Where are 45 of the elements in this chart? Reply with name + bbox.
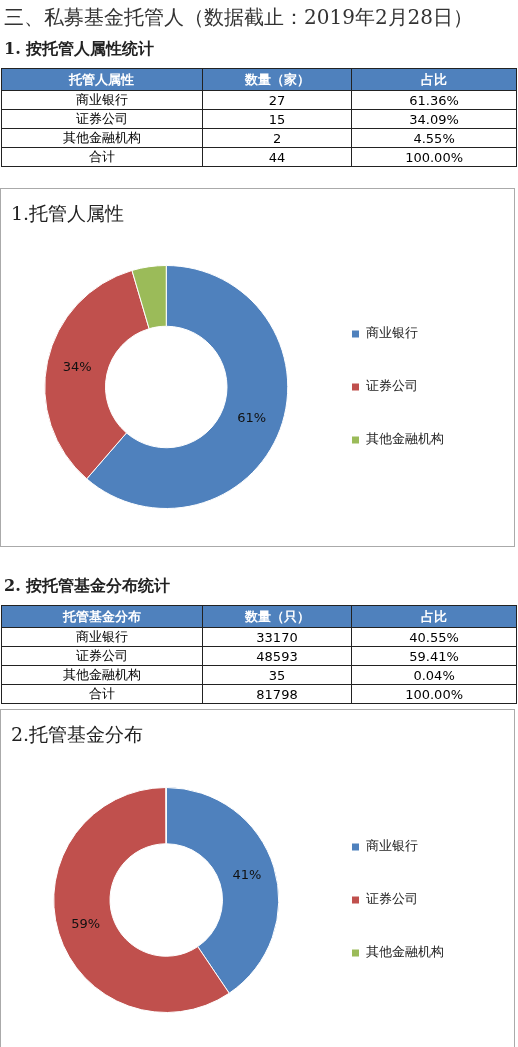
legend-label: 其他金融机构 bbox=[366, 431, 444, 447]
text: 商业银行 bbox=[75, 92, 128, 107]
text: 40.55% bbox=[409, 629, 459, 645]
text: 35 bbox=[268, 667, 286, 683]
text: 33170 bbox=[256, 629, 298, 645]
text: 合计 bbox=[88, 149, 115, 164]
legend-label: 其他金融机构 bbox=[366, 944, 444, 960]
text: 61.36% bbox=[409, 92, 459, 108]
legend-label: 证券公司 bbox=[366, 891, 418, 907]
text: 商业银行 bbox=[75, 629, 128, 644]
category-label: 托管基金分布 bbox=[1, 605, 203, 628]
text: 证券公司 bbox=[75, 111, 128, 126]
text: 59.41% bbox=[409, 648, 459, 664]
data-label: 34% bbox=[62, 359, 92, 375]
category-label: 数量（家） bbox=[202, 68, 352, 91]
data-label: 61% bbox=[237, 410, 267, 426]
text: 1. 按托管人属性统计 bbox=[4, 39, 156, 60]
text: 15 bbox=[268, 111, 286, 127]
chart-title: 1.托管人属性 bbox=[11, 201, 126, 226]
chart-title: 2.托管基金分布 bbox=[11, 722, 145, 747]
text: 合计 bbox=[88, 686, 115, 701]
text: 其他金融机构 bbox=[62, 667, 141, 682]
text: 44 bbox=[268, 149, 286, 165]
text: 2. 按托管基金分布统计 bbox=[4, 576, 172, 597]
text: 27 bbox=[268, 92, 286, 108]
text: 0.04% bbox=[413, 667, 455, 683]
text: 证券公司 bbox=[75, 648, 128, 663]
text: 其他金融机构 bbox=[62, 130, 141, 145]
legend-label: 商业银行 bbox=[366, 838, 418, 854]
text: 三、私募基金托管人（数据截止：2019年2月28日） bbox=[4, 4, 475, 31]
text: 34.09% bbox=[409, 111, 459, 127]
text: 2 bbox=[272, 130, 282, 146]
text: 4.55% bbox=[413, 130, 455, 146]
data-label: 41% bbox=[232, 866, 262, 882]
category-label: 托管人属性 bbox=[1, 68, 203, 91]
legend-label: 商业银行 bbox=[366, 325, 418, 341]
category-label: 占比 bbox=[351, 605, 517, 628]
text: 48593 bbox=[256, 648, 298, 664]
legend-label: 证券公司 bbox=[366, 378, 418, 394]
data-label: 59% bbox=[71, 916, 101, 932]
text: 81798 bbox=[256, 686, 298, 702]
text: 100.00% bbox=[405, 686, 464, 702]
category-label: 数量（只） bbox=[202, 605, 352, 628]
category-label: 占比 bbox=[351, 68, 517, 91]
text: 100.00% bbox=[405, 149, 464, 165]
